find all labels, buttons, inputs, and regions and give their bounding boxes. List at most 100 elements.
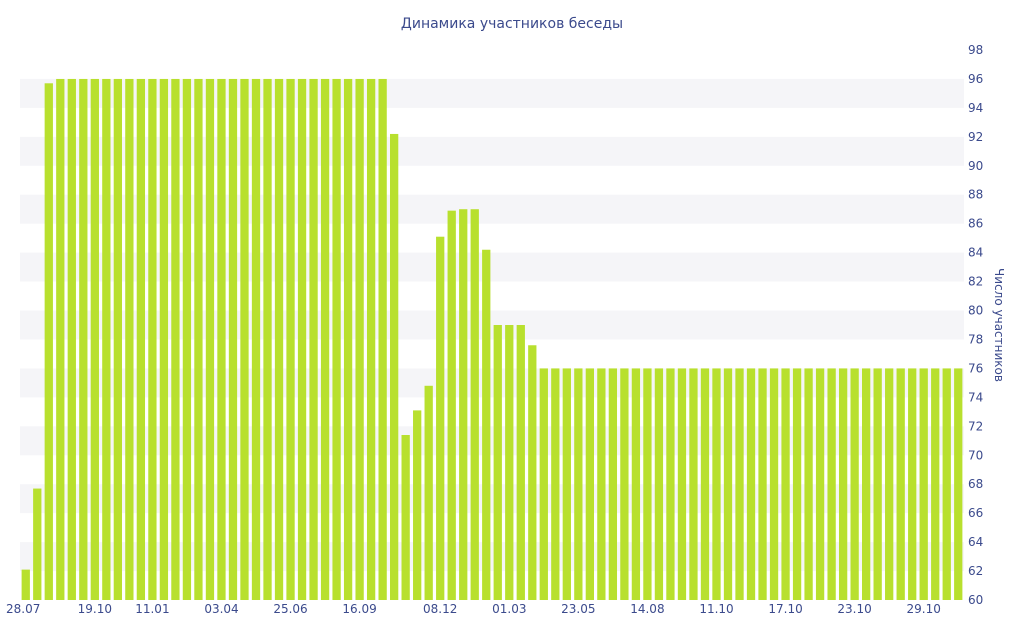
bar xyxy=(700,368,710,600)
y-tick-label: 84 xyxy=(968,246,983,260)
bar xyxy=(366,78,376,600)
bar xyxy=(113,78,122,600)
bar xyxy=(597,368,606,600)
bar xyxy=(505,325,514,600)
y-axis-label: Число участников xyxy=(992,268,1006,382)
y-tick-label: 98 xyxy=(968,43,983,57)
bar xyxy=(67,78,76,600)
bar xyxy=(44,83,53,601)
x-tick-label: 19.10 xyxy=(78,602,112,616)
bar xyxy=(723,368,733,600)
bar xyxy=(931,368,940,600)
y-tick-label: 72 xyxy=(968,419,983,433)
bar xyxy=(562,368,571,600)
x-axis-ticks: 28.07 19.10 11.01 03.04 25.06 16.09 08.12 01.03… xyxy=(6,602,941,616)
bar xyxy=(862,368,871,600)
bar xyxy=(551,368,560,600)
bar xyxy=(643,368,652,600)
x-tick-label: 11.10 xyxy=(699,602,733,616)
bar xyxy=(355,78,364,600)
bar xyxy=(182,78,192,600)
bar xyxy=(33,488,42,600)
bar xyxy=(125,78,134,600)
bar xyxy=(954,368,963,600)
bar xyxy=(792,368,802,600)
bar xyxy=(896,368,905,600)
bar xyxy=(263,78,272,600)
bars xyxy=(21,78,963,601)
bar xyxy=(390,133,399,600)
bar xyxy=(620,368,629,600)
bar xyxy=(228,78,238,600)
bar xyxy=(205,78,215,600)
bar xyxy=(90,78,99,600)
bar xyxy=(516,325,525,600)
bar xyxy=(804,368,813,600)
y-tick-label: 64 xyxy=(968,535,983,549)
y-tick-label: 86 xyxy=(968,217,983,231)
x-tick-label: 16.09 xyxy=(342,602,376,616)
x-tick-label: 28.07 xyxy=(6,602,40,616)
x-tick-label: 14.08 xyxy=(630,602,664,616)
bar xyxy=(56,78,65,600)
bar xyxy=(171,78,180,600)
bar xyxy=(194,78,203,600)
bar xyxy=(21,569,30,600)
x-tick-label: 25.06 xyxy=(273,602,307,616)
bar xyxy=(838,368,848,600)
y-tick-label: 74 xyxy=(968,390,983,404)
y-tick-label: 96 xyxy=(968,72,983,86)
bar xyxy=(873,368,882,600)
bar xyxy=(539,368,548,600)
bar xyxy=(470,209,479,600)
bar xyxy=(585,368,594,600)
y-tick-label: 78 xyxy=(968,333,983,347)
y-tick-label: 62 xyxy=(968,564,983,578)
bar xyxy=(769,368,779,600)
bar xyxy=(102,78,111,600)
bar xyxy=(942,368,951,600)
bar xyxy=(574,368,583,600)
bar xyxy=(689,368,698,600)
y-tick-label: 92 xyxy=(968,130,983,144)
bar xyxy=(919,368,928,600)
bar xyxy=(631,368,641,600)
bar xyxy=(413,410,422,600)
bar xyxy=(217,78,226,600)
bar xyxy=(320,78,330,600)
bar xyxy=(297,78,307,600)
y-tick-label: 82 xyxy=(968,275,983,289)
bar xyxy=(436,236,445,600)
bar xyxy=(608,368,618,600)
bar xyxy=(424,385,433,600)
bar xyxy=(332,78,341,600)
y-tick-label: 66 xyxy=(968,506,983,520)
y-tick-label: 90 xyxy=(968,159,983,173)
bar xyxy=(827,368,836,600)
bar xyxy=(459,209,468,600)
bar xyxy=(712,368,721,600)
bar xyxy=(654,368,664,600)
bar xyxy=(286,78,295,600)
x-tick-label: 01.03 xyxy=(492,602,526,616)
x-tick-label: 23.10 xyxy=(837,602,871,616)
bar xyxy=(309,78,318,600)
y-axis-ticks: 60 62 64 66 68 70 72 74 76 78 80 82 84 86 88 90 92 94 96 98 xyxy=(968,43,983,607)
y-tick-label: 60 xyxy=(968,593,983,607)
bar xyxy=(343,78,353,600)
bar xyxy=(148,78,157,600)
bar xyxy=(677,368,687,600)
bar xyxy=(378,78,387,600)
bar xyxy=(666,368,675,600)
x-tick-label: 23.05 xyxy=(561,602,595,616)
bar xyxy=(781,368,790,600)
x-tick-label: 11.01 xyxy=(135,602,169,616)
bar xyxy=(136,78,146,600)
bar xyxy=(274,78,284,600)
y-tick-label: 88 xyxy=(968,188,983,202)
bar xyxy=(79,78,88,600)
bar xyxy=(493,325,502,600)
x-tick-label: 17.10 xyxy=(768,602,802,616)
bar xyxy=(735,368,744,600)
